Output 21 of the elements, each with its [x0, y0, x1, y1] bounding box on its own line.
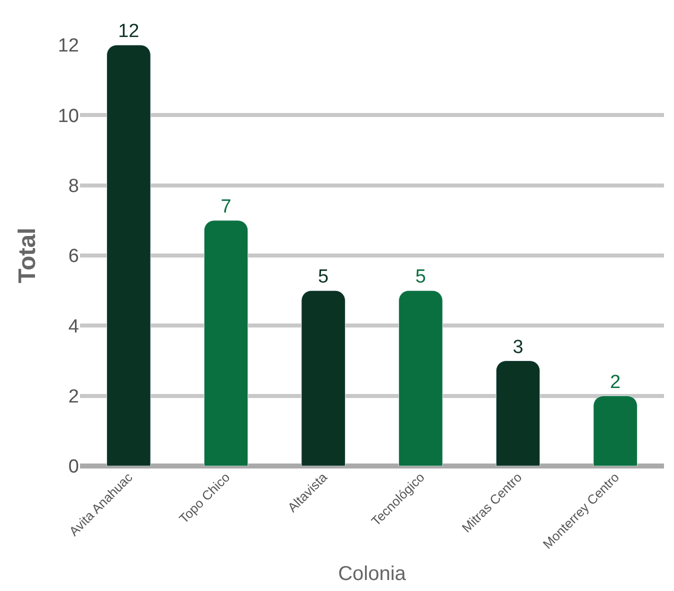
data-label: 2: [610, 372, 621, 393]
data-label: 3: [512, 336, 524, 358]
data-label: 12: [118, 21, 140, 42]
y-tick-label: 2: [68, 386, 79, 408]
bar: [301, 290, 346, 466]
y-tick-label: 4: [68, 316, 80, 338]
bar: [204, 220, 248, 466]
y-axis-title: Total: [14, 228, 41, 284]
data-label: 7: [220, 196, 232, 218]
bar: [593, 396, 638, 466]
data-label: 5: [318, 266, 329, 288]
y-tick-label: 0: [68, 456, 79, 478]
bar: [106, 45, 151, 466]
y-tick-label: 6: [68, 246, 79, 268]
bar: [398, 290, 443, 466]
y-tick-label: 12: [58, 36, 79, 57]
data-label: 5: [415, 266, 426, 288]
x-axis-title: Colonia: [338, 563, 407, 586]
y-tick-label: 10: [58, 106, 79, 127]
bar: [496, 360, 540, 466]
y-tick-label: 8: [68, 176, 79, 197]
